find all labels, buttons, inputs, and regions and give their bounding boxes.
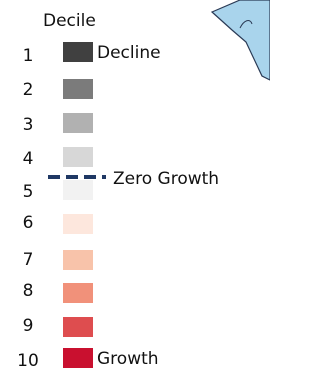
- page: Decile 1 Decline 2 3 4 5 6 7 8 9 10 Growth Zero Grow…: [0, 0, 270, 382]
- map-legend: Decile 1 Decline 2 3 4 5 6 7 8 9 10 Growth Zero Grow…: [0, 0, 270, 382]
- swatch: [63, 283, 93, 303]
- decile-number: 9: [23, 316, 34, 336]
- swatch: [63, 348, 93, 368]
- swatch: [63, 214, 93, 234]
- swatch: [63, 250, 93, 270]
- zero-label: Zero Growth: [113, 169, 219, 189]
- swatch: [63, 147, 93, 167]
- decile-note: Decline: [97, 43, 161, 63]
- decile-number: 1: [23, 46, 34, 66]
- map-fragment: [212, 0, 270, 80]
- swatch: [63, 79, 93, 99]
- decile-number: 10: [17, 351, 39, 371]
- swatch: [63, 180, 93, 200]
- decile-number: 7: [23, 250, 34, 270]
- decile-number: 8: [23, 281, 34, 301]
- decile-number: 4: [23, 149, 34, 169]
- decile-number: 2: [23, 80, 34, 100]
- legend-title: Decile: [43, 11, 96, 31]
- decile-number: 5: [23, 182, 34, 202]
- decile-number: 3: [23, 115, 34, 135]
- swatch: [63, 113, 93, 133]
- decile-number: 6: [23, 213, 34, 233]
- decile-note: Growth: [97, 349, 159, 369]
- swatch: [63, 317, 93, 337]
- swatch: [63, 42, 93, 62]
